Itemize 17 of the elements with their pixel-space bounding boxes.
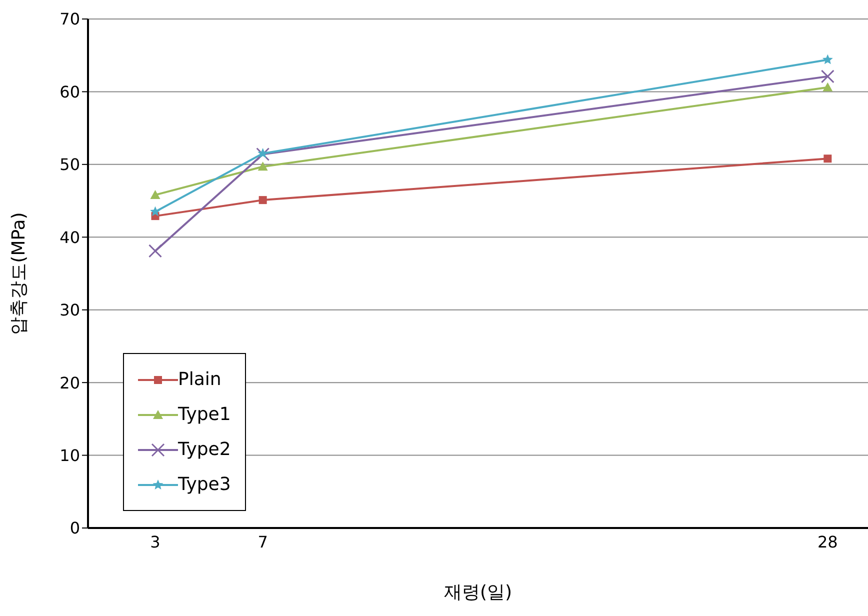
- x-tick-label: 28: [817, 532, 838, 552]
- y-tick-label: 50: [60, 155, 80, 174]
- y-tick-label: 30: [60, 300, 80, 320]
- y-tick-label: 20: [60, 373, 80, 392]
- y-tick-label: 10: [60, 446, 80, 465]
- legend-label: Plain: [178, 368, 222, 392]
- y-tick-label: 40: [60, 228, 80, 247]
- legend-label: Type3: [178, 473, 231, 497]
- x-tick-label: 7: [258, 532, 268, 552]
- y-axis-title: 압축강도(MPa): [8, 212, 30, 335]
- x-axis-title: 재령(일): [444, 582, 512, 603]
- y-tick-label: 0: [70, 518, 80, 538]
- y-tick-label: 60: [60, 82, 80, 102]
- x-tick-label: 3: [150, 532, 160, 552]
- legend-label: Type1: [178, 403, 231, 427]
- legend-label: Type2: [178, 438, 231, 462]
- y-tick-label: 70: [60, 10, 80, 29]
